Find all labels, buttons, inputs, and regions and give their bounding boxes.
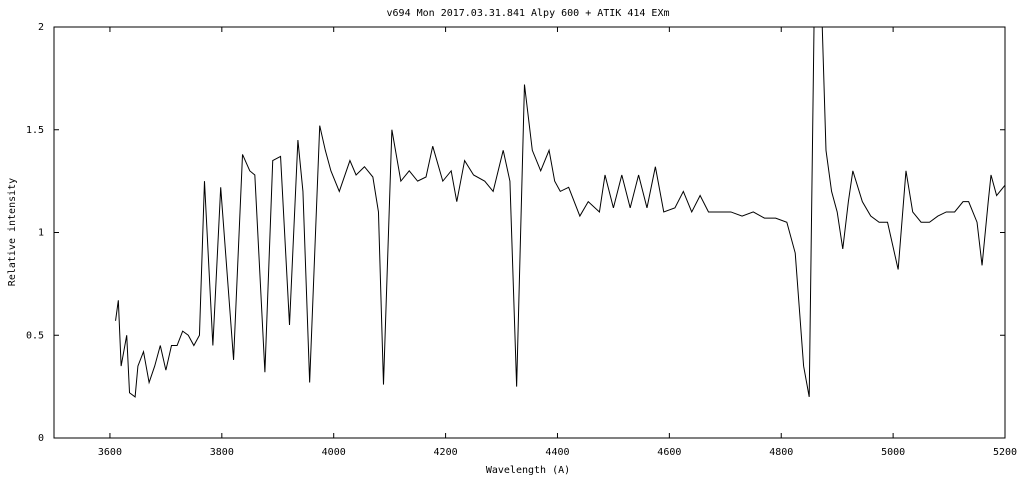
x-tick-label: 4400 xyxy=(545,447,569,458)
x-tick-label: 4000 xyxy=(322,447,346,458)
x-tick-label: 4200 xyxy=(434,447,458,458)
y-tick-label: 2 xyxy=(38,22,44,33)
x-tick-label: 4800 xyxy=(769,447,793,458)
chart-title: v694 Mon 2017.03.31.841 Alpy 600 + ATIK … xyxy=(387,8,670,19)
x-tick-label: 4600 xyxy=(657,447,681,458)
y-tick-label: 1 xyxy=(38,228,44,239)
y-tick-label: 0 xyxy=(38,433,44,444)
x-tick-label: 5000 xyxy=(881,447,905,458)
y-tick-label: 1.5 xyxy=(26,125,44,136)
y-axis-label: Relative intensity xyxy=(7,178,18,286)
spectrum-line xyxy=(115,27,1005,398)
y-tick-label: 0.5 xyxy=(26,330,44,341)
x-axis-label: Wavelength (A) xyxy=(486,465,570,476)
x-tick-label: 3800 xyxy=(210,447,234,458)
x-tick-label: 3600 xyxy=(98,447,122,458)
x-tick-label: 5200 xyxy=(993,447,1017,458)
